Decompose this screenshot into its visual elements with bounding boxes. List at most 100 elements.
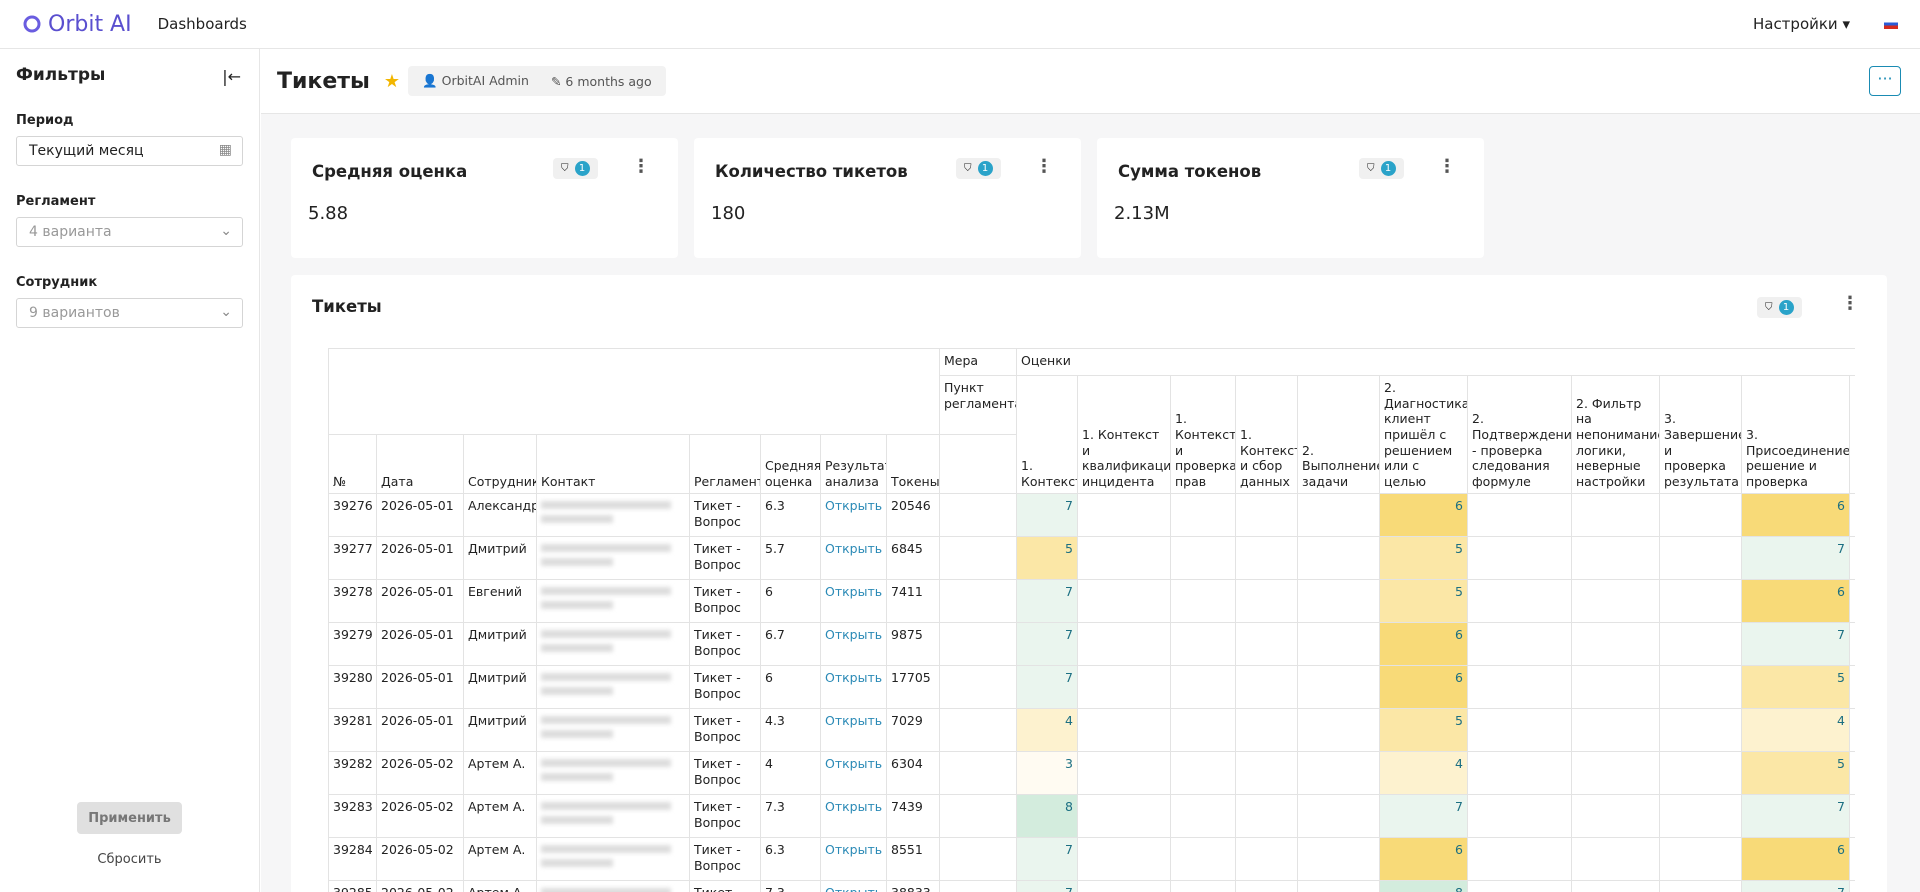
score-cell: 5 <box>1379 708 1468 753</box>
open-link[interactable]: Открыть <box>825 842 883 858</box>
score-cell <box>1467 579 1572 624</box>
cell: 2026-05-02 <box>376 751 464 796</box>
card-menu[interactable]: ⋮ <box>1035 156 1053 177</box>
nav-link[interactable]: Dashboards <box>157 15 247 33</box>
clipped-header <box>1848 374 1855 495</box>
score-cell: 7 <box>1016 880 1078 892</box>
score-cell: 3 <box>1016 751 1078 796</box>
blurred-text <box>541 859 613 868</box>
score-cell <box>1659 837 1742 882</box>
filter-badge[interactable]: ⛉ 1 <box>553 158 598 179</box>
clipped-cell <box>1848 579 1855 624</box>
panel-menu[interactable]: ⋮ <box>1841 293 1859 314</box>
score-cell: 6 <box>1741 579 1850 624</box>
filter-count: 1 <box>1778 300 1794 315</box>
cell: 6.7 <box>760 622 821 667</box>
header-row: № Дата Сотрудник Контакт Регламент Средняя оц… <box>328 433 1856 495</box>
score-cell <box>1297 536 1380 581</box>
score-cell <box>1297 837 1380 882</box>
score-cell <box>1659 708 1742 753</box>
title-bar: Тикеты ★ 👤 OrbitAI Admin ✎ 6 months ago … <box>261 49 1920 114</box>
score-cell: 5 <box>1379 536 1468 581</box>
filter-badge[interactable]: ⛉ 1 <box>956 158 1001 179</box>
score-cell <box>1170 665 1236 710</box>
score-cell: 6 <box>1379 622 1468 667</box>
blurred-text <box>541 544 671 553</box>
cell: 6.3 <box>760 837 821 882</box>
open-link[interactable]: Открыть <box>825 713 883 729</box>
more-button[interactable]: ··· <box>1869 66 1901 96</box>
score-cell <box>1571 665 1660 710</box>
favorite-star[interactable]: ★ <box>383 70 401 92</box>
cell: 17705 <box>886 665 940 710</box>
cell: 39276 <box>328 493 377 538</box>
cell: Артем А. <box>463 880 537 892</box>
reset-button[interactable]: Сбросить <box>97 852 162 867</box>
score-cell <box>1077 665 1171 710</box>
score-cell <box>1571 622 1660 667</box>
column-header: Контакт <box>536 433 690 495</box>
cell: 39283 <box>328 794 377 839</box>
score-cell <box>1077 708 1171 753</box>
open-link[interactable]: Открыть <box>825 799 883 815</box>
filter-icon: ⌄ <box>220 223 232 239</box>
cell: Дмитрий <box>463 708 537 753</box>
header-row: Мера Оценки <box>328 348 1855 435</box>
score-cell <box>1077 493 1171 538</box>
result-cell: Открыть <box>820 880 887 892</box>
score-cell <box>1170 880 1236 892</box>
owner: 👤 OrbitAI Admin <box>422 73 529 88</box>
language-flag[interactable] <box>1884 19 1898 29</box>
result-cell: Открыть <box>820 536 887 581</box>
score-header: 1. Контекст и проверка прав <box>1170 374 1236 495</box>
score-cell <box>1170 579 1236 624</box>
score-header: 1. Контекст и квалификация инцидента <box>1077 374 1171 495</box>
open-link[interactable]: Открыть <box>825 885 882 892</box>
result-cell: Открыть <box>820 751 887 796</box>
card-menu[interactable]: ⋮ <box>632 156 650 177</box>
open-link[interactable]: Открыть <box>825 756 883 772</box>
card-menu[interactable]: ⋮ <box>1438 156 1456 177</box>
contact-cell <box>536 794 690 839</box>
blurred-text <box>541 802 671 811</box>
filter-value: 4 варианта <box>29 224 112 240</box>
open-link[interactable]: Открыть <box>825 584 883 600</box>
table-row: 39282 2026-05-02 Артем А. Тикет - Вопрос 4 От… <box>328 751 1855 796</box>
cell: 6 <box>760 665 821 710</box>
open-link[interactable]: Открыть <box>825 541 883 557</box>
filter-badge[interactable]: ⛉ 1 <box>1757 297 1802 318</box>
cell: Тикет - Вопрос <box>689 622 761 667</box>
filter-input[interactable]: Текущий месяц ▦ <box>16 136 243 166</box>
score-cell <box>1297 794 1380 839</box>
measure-label: Пункт регламента <box>939 375 1017 435</box>
score-cell: 7 <box>1741 880 1850 892</box>
table-row: 39284 2026-05-02 Артем А. Тикет - Вопрос 6.3… <box>328 837 1855 882</box>
cell: Тикет - Вопрос <box>689 837 761 882</box>
collapse-button[interactable]: |← <box>222 67 241 86</box>
score-cell <box>1467 837 1572 882</box>
settings-menu[interactable]: Настройки ▾ <box>1752 15 1850 33</box>
score-cell <box>1571 794 1660 839</box>
table-row: 39278 2026-05-01 Евгений Тикет - Вопрос 6 Отк… <box>328 579 1855 624</box>
filter-label: Регламент <box>16 194 96 209</box>
apply-button[interactable]: Применить <box>77 802 182 834</box>
column-header: Средняя оценка <box>760 433 821 495</box>
open-link[interactable]: Открыть <box>825 498 883 514</box>
result-cell: Открыть <box>820 665 887 710</box>
cell: 2026-05-02 <box>376 837 464 882</box>
result-cell: Открыть <box>820 579 887 624</box>
open-link[interactable]: Открыть <box>825 627 883 643</box>
cell: Тикет - Вопрос <box>689 536 761 581</box>
filter-badge[interactable]: ⛉ 1 <box>1359 158 1404 179</box>
cell: Александр <box>463 493 537 538</box>
filter-input[interactable]: 4 варианта ⌄ <box>16 217 243 247</box>
table-row: 39279 2026-05-01 Дмитрий Тикет - Вопрос 6.7 О… <box>328 622 1855 667</box>
score-cell <box>1077 536 1171 581</box>
open-link[interactable]: Открыть <box>825 670 883 686</box>
cell: Дмитрий <box>463 622 537 667</box>
cell: 2026-05-01 <box>376 665 464 710</box>
score-cell <box>1235 536 1298 581</box>
score-cell <box>1077 579 1171 624</box>
filter-input[interactable]: 9 вариантов ⌄ <box>16 298 243 328</box>
logo[interactable]: Orbit AI <box>22 12 132 37</box>
